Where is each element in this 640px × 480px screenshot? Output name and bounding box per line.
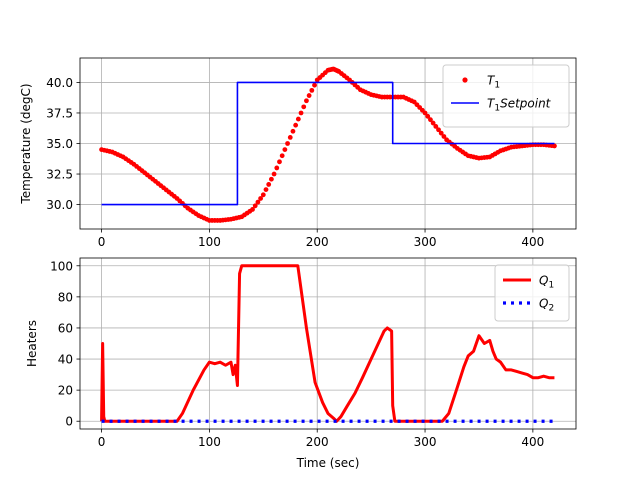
y-tick-label: 30.0 <box>46 198 73 212</box>
legend-base: T <box>487 74 496 88</box>
y-tick-label: 100 <box>50 259 73 273</box>
series-t1-point <box>266 182 272 187</box>
x-tick-label: 400 <box>521 435 544 449</box>
x-tick-label: 100 <box>198 435 221 449</box>
legend-t1-label: T1 <box>487 74 500 91</box>
series-t1-point <box>304 98 309 104</box>
series-t1-point <box>433 124 439 129</box>
heaters-panel: 0 100 200 300 400 0 20 40 60 80 100 Heaters Time (se… <box>25 257 577 470</box>
series-t1-point <box>309 87 315 93</box>
plot-area <box>100 264 555 423</box>
temperature-panel: 0 100 200 300 400 30.0 32.5 35.0 37.5 40.0 Tempera… <box>19 57 577 249</box>
legend-base: Q <box>539 274 548 288</box>
series-t1-point <box>255 199 261 205</box>
series-q1-line <box>100 264 555 423</box>
series-t1-point <box>287 134 293 140</box>
series-t1-setpoint-line <box>101 81 555 206</box>
x-tick-label: 0 <box>98 235 106 249</box>
series-t1-point <box>306 93 312 98</box>
series-t1-point <box>441 134 447 139</box>
series-t1-point <box>428 117 433 123</box>
y-tick-label: 60 <box>58 321 73 335</box>
y-tick-label: 32.5 <box>46 168 73 182</box>
series-t1-point <box>290 128 296 134</box>
series-t1-point <box>274 165 280 171</box>
y-tick-label: 40.0 <box>46 76 73 90</box>
series-t1-point <box>250 207 255 212</box>
series-t1-point <box>312 82 317 88</box>
x-tick-label: 100 <box>198 235 221 249</box>
legend-q2-label: Q2 <box>539 297 554 314</box>
legend-base: Q <box>539 297 548 311</box>
y-tick-label: 40 <box>58 353 73 367</box>
series-t1-point <box>436 127 441 133</box>
legend-subscript: 1 <box>494 104 500 114</box>
series-t1-point <box>277 159 282 165</box>
y-tick-label: 37.5 <box>46 106 73 120</box>
x-tick-label: 200 <box>306 435 329 449</box>
legend-q1-label: Q1 <box>539 274 554 291</box>
legend-rest: Setpoint <box>500 97 552 111</box>
legend-subscript: 1 <box>548 281 554 291</box>
series-t1-point <box>422 110 428 116</box>
series-t1-point <box>438 130 444 136</box>
series-t1-point <box>268 176 274 182</box>
y-axis-label: Temperature (degC) <box>19 83 33 204</box>
series-t1-point <box>285 141 290 146</box>
x-axis-label: Time (sec) <box>296 456 360 470</box>
series-t1-point <box>295 116 301 122</box>
legend-base: T <box>487 97 496 111</box>
series-t1-point <box>252 203 258 209</box>
series-t1-point <box>430 120 436 126</box>
legend-t1-marker <box>462 77 468 83</box>
series-t1-point <box>279 153 285 159</box>
y-axis-label: Heaters <box>25 320 39 367</box>
x-tick-label: 200 <box>306 235 329 249</box>
series-t1-point <box>260 192 266 198</box>
y-tick-label: 0 <box>65 415 73 429</box>
series-t1-point <box>282 147 288 153</box>
series-t1-point <box>258 196 264 201</box>
series-t1-point <box>271 171 277 177</box>
y-tick-label: 35.0 <box>46 137 73 151</box>
series-t1 <box>99 66 557 223</box>
x-tick-label: 300 <box>414 435 437 449</box>
series-t1-point <box>301 104 307 110</box>
plot-area <box>99 66 557 223</box>
series-t1-point <box>425 113 431 119</box>
series-t1-point <box>552 143 557 149</box>
axes-frame <box>79 257 577 430</box>
series-t1-point <box>263 187 269 193</box>
axes-frame <box>79 57 577 230</box>
legend-box <box>494 264 570 322</box>
legend-t1-setpoint-label: T1Setpoint <box>487 97 552 114</box>
y-tick-label: 80 <box>58 290 73 304</box>
legend-subscript: 2 <box>548 304 554 314</box>
series-t1-point <box>298 110 304 116</box>
legend-subscript: 1 <box>494 81 500 91</box>
y-tick-label: 20 <box>58 384 73 398</box>
x-tick-label: 300 <box>414 235 437 249</box>
x-tick-label: 0 <box>98 435 106 449</box>
series-t1-point <box>293 122 299 128</box>
x-tick-label: 400 <box>521 235 544 249</box>
legend-box <box>442 64 570 128</box>
